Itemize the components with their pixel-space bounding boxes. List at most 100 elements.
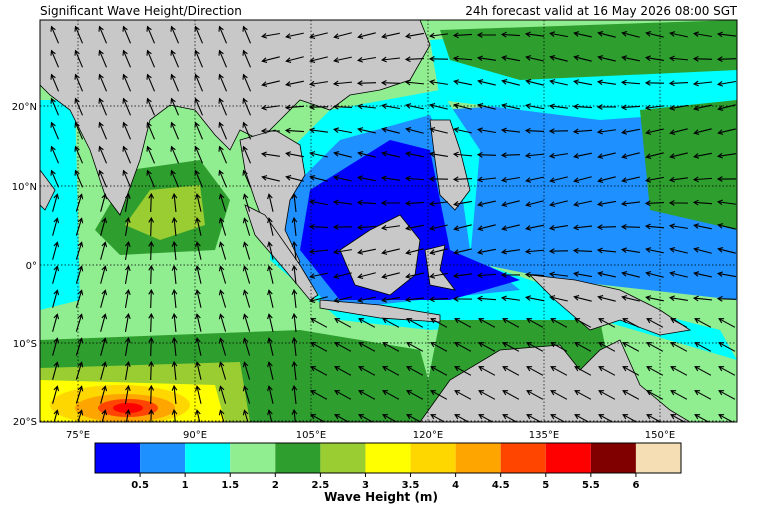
sea-patch (125, 185, 205, 240)
arrow (332, 80, 353, 87)
arrow (242, 385, 251, 404)
arrow (476, 151, 497, 158)
arrow (525, 224, 544, 231)
arrow (124, 312, 131, 332)
arrow (101, 409, 108, 422)
arrow (98, 97, 108, 116)
arrow (285, 32, 304, 39)
colorbar-segment (500, 443, 546, 473)
colorbar-tick-label: 3.5 (402, 480, 420, 491)
arrow (122, 145, 132, 164)
arrow (645, 152, 664, 159)
arrow (148, 216, 155, 237)
arrow (50, 169, 60, 188)
arrow (218, 49, 228, 68)
arrow (718, 318, 736, 328)
arrow (669, 271, 688, 278)
arrow (170, 121, 180, 140)
arrow (548, 271, 568, 278)
arrow (261, 56, 280, 63)
lon-label: 150°E (645, 430, 675, 441)
arrow (477, 248, 496, 255)
arrow (148, 360, 155, 381)
arrow (218, 121, 228, 140)
arrow (428, 296, 449, 303)
arrow (621, 176, 640, 183)
arrow (75, 361, 84, 380)
arrow (171, 240, 178, 261)
arrow (380, 175, 400, 182)
arrow (452, 272, 472, 279)
arrow (242, 121, 252, 140)
arrow (122, 25, 132, 44)
arrow (242, 265, 251, 284)
sea-patch (640, 100, 737, 230)
arrow (100, 217, 108, 236)
arrow (333, 127, 352, 134)
arrow (572, 247, 593, 254)
arrow (404, 296, 425, 303)
arrow (170, 145, 180, 164)
arrow (218, 193, 227, 212)
arrow (550, 318, 568, 328)
arrow (50, 97, 60, 116)
arrow (332, 248, 352, 255)
arrow (382, 390, 400, 400)
arrow (267, 361, 274, 380)
arrow (242, 73, 252, 92)
arrow (171, 336, 178, 357)
arrow (717, 223, 736, 230)
arrow (333, 296, 352, 303)
colorbar: 0.5 1 1.5 2 2.5 3 3.5 4 4.5 5 5.5 6 (94, 442, 682, 491)
arrow (357, 296, 376, 303)
lon-label: 120°E (413, 430, 443, 441)
colorbar-segment (545, 443, 591, 473)
arrow (573, 79, 592, 86)
arrow (124, 192, 131, 212)
subtitle: 24h forecast valid at 16 May 2026 08:00 … (465, 4, 737, 18)
arrow (574, 318, 592, 328)
colorbar-segment (635, 443, 681, 473)
arrow (242, 361, 251, 380)
arrow (598, 390, 616, 400)
arrow (52, 265, 60, 284)
arrow (572, 128, 593, 135)
arrow (195, 409, 201, 422)
arrow (334, 318, 352, 328)
arrow (148, 288, 155, 309)
arrow (242, 25, 252, 44)
arrow (194, 73, 204, 92)
arrow (428, 32, 448, 39)
arrow (310, 390, 328, 400)
arrow (404, 200, 425, 207)
arrow (525, 79, 544, 86)
arrow (621, 31, 640, 38)
arrow (694, 390, 712, 400)
arrow (357, 127, 376, 134)
arrow (572, 224, 593, 231)
arrow (453, 127, 472, 134)
arrow (526, 318, 544, 328)
arrow (573, 31, 592, 38)
arrow (454, 342, 472, 352)
arrow (291, 384, 298, 405)
arrow (550, 390, 568, 400)
arrow (77, 409, 84, 422)
arrow (501, 200, 520, 207)
arrow (380, 103, 400, 110)
arrow (98, 25, 108, 44)
arrow (148, 240, 155, 261)
colorbar-tick-label: 2.5 (312, 480, 330, 491)
arrow (453, 200, 472, 207)
arrow (622, 342, 640, 352)
arrow (333, 151, 352, 158)
arrow (500, 127, 521, 134)
arrow (75, 337, 84, 356)
arrow (406, 318, 424, 328)
arrow (596, 200, 616, 207)
arrow (645, 247, 664, 254)
arrow (52, 241, 60, 260)
arrow (501, 103, 520, 110)
arrow (357, 151, 376, 158)
arrow (597, 176, 616, 183)
